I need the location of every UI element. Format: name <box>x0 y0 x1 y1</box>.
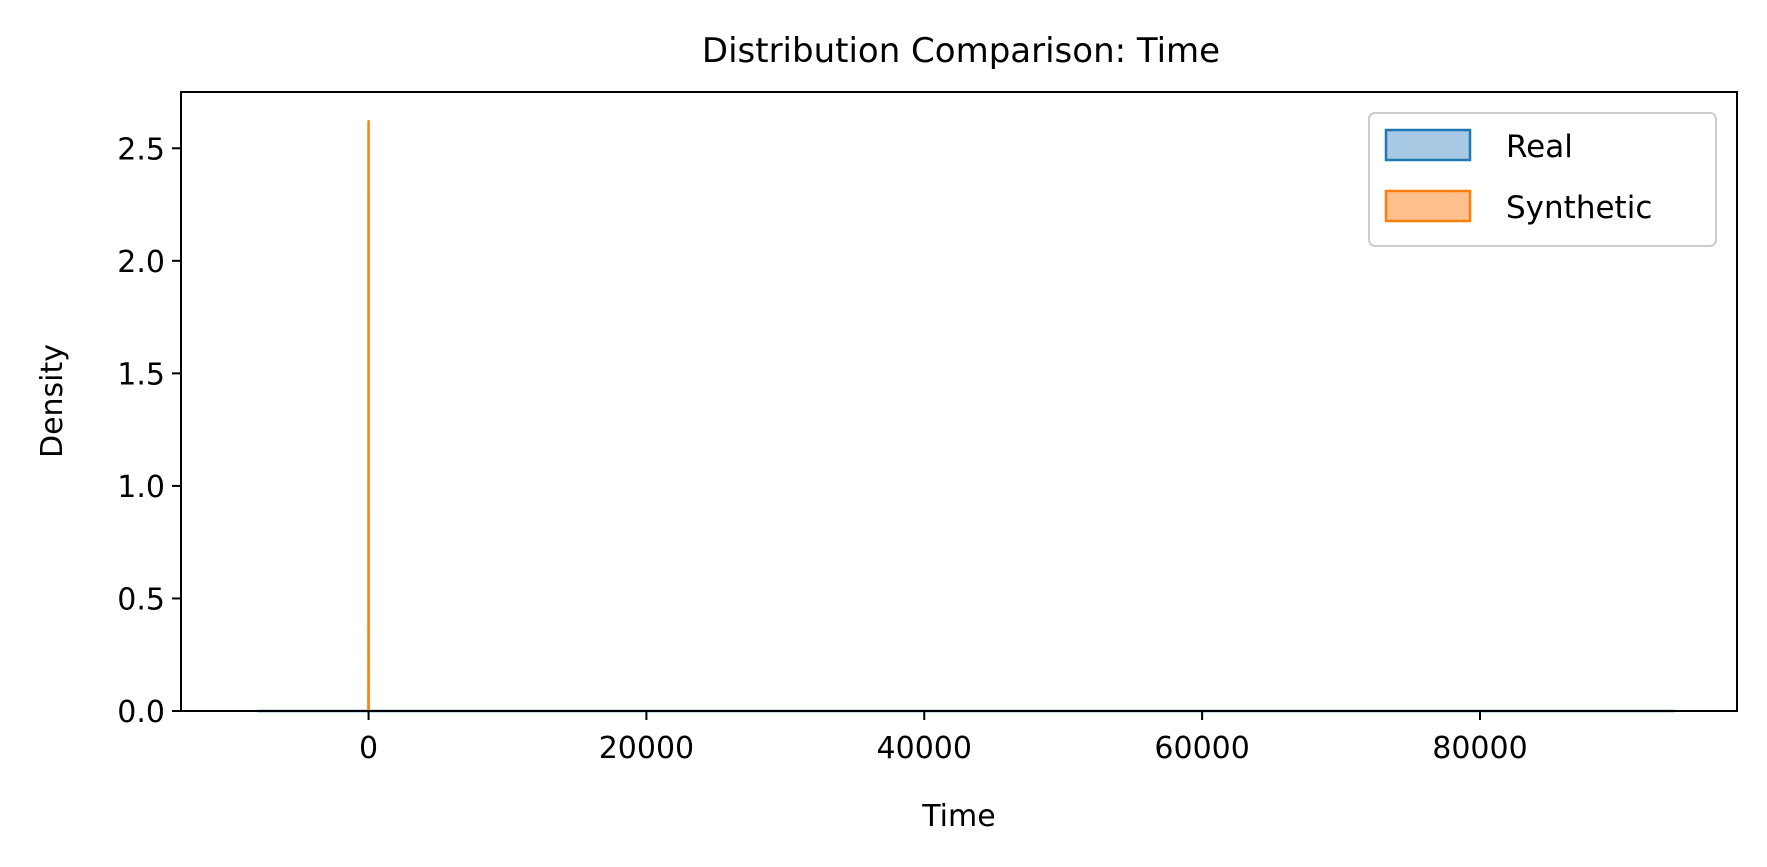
y-axis-ticks: 0.0 0.5 1.0 1.5 2.0 2.5 <box>117 132 181 730</box>
legend-label-real: Real <box>1506 129 1573 165</box>
x-tick-label: 80000 <box>1432 731 1527 766</box>
x-axis-ticks: 0 20000 40000 60000 80000 <box>359 711 1528 766</box>
x-tick-label: 60000 <box>1154 731 1249 766</box>
legend-swatch-real <box>1384 128 1472 162</box>
x-axis-label: Time <box>921 799 995 834</box>
y-tick-label: 2.5 <box>117 132 165 167</box>
x-tick-label: 20000 <box>599 731 694 766</box>
legend-label-synthetic: Synthetic <box>1506 190 1652 226</box>
y-tick-label: 2.0 <box>117 245 165 280</box>
axes-frame <box>180 91 1738 712</box>
x-tick-label: 40000 <box>877 731 972 766</box>
y-tick-label: 0.0 <box>117 695 165 730</box>
x-tick-label: 0 <box>359 731 378 766</box>
legend: Real Synthetic <box>1368 112 1717 247</box>
y-tick-label: 1.5 <box>117 357 165 392</box>
y-axis-label: Density <box>35 344 70 458</box>
y-tick-label: 1.0 <box>117 470 165 505</box>
legend-swatch-synthetic <box>1384 189 1472 223</box>
chart-title: Distribution Comparison: Time <box>702 31 1220 71</box>
y-tick-label: 0.5 <box>117 582 165 617</box>
